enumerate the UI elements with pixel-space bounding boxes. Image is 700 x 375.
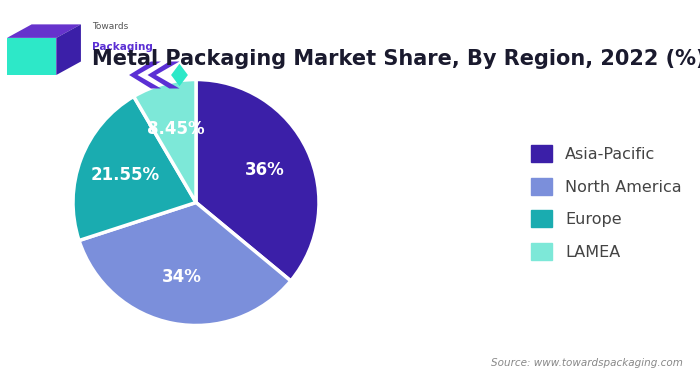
Wedge shape: [73, 96, 196, 240]
Text: Towards: Towards: [92, 22, 128, 31]
Wedge shape: [79, 202, 290, 326]
Text: 36%: 36%: [245, 161, 285, 179]
Polygon shape: [148, 62, 179, 88]
FancyBboxPatch shape: [7, 38, 56, 75]
Polygon shape: [171, 64, 188, 86]
Polygon shape: [129, 62, 161, 88]
Polygon shape: [7, 24, 81, 38]
Text: Source: www.towardspackaging.com: Source: www.towardspackaging.com: [491, 357, 682, 368]
Text: 34%: 34%: [162, 268, 202, 286]
Polygon shape: [56, 24, 81, 75]
Wedge shape: [196, 80, 319, 281]
Wedge shape: [134, 80, 196, 203]
Text: Metal Packaging Market Share, By Region, 2022 (%): Metal Packaging Market Share, By Region,…: [92, 49, 700, 69]
Text: 8.45%: 8.45%: [147, 120, 205, 138]
Text: Packaging: Packaging: [92, 42, 153, 52]
Text: 21.55%: 21.55%: [90, 166, 160, 184]
Legend: Asia-Pacific, North America, Europe, LAMEA: Asia-Pacific, North America, Europe, LAM…: [531, 145, 682, 260]
